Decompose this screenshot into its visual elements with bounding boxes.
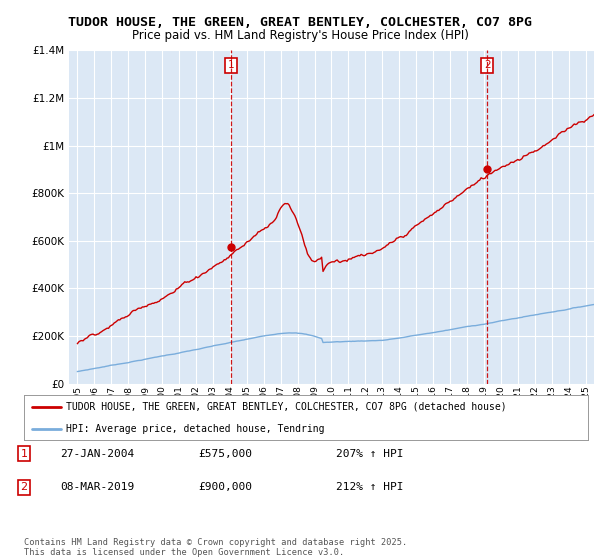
- Text: 207% ↑ HPI: 207% ↑ HPI: [336, 449, 404, 459]
- Text: 2: 2: [484, 60, 490, 71]
- Text: Contains HM Land Registry data © Crown copyright and database right 2025.
This d: Contains HM Land Registry data © Crown c…: [24, 538, 407, 557]
- Text: 1: 1: [228, 60, 235, 71]
- Text: 212% ↑ HPI: 212% ↑ HPI: [336, 482, 404, 492]
- Text: 08-MAR-2019: 08-MAR-2019: [60, 482, 134, 492]
- Text: £900,000: £900,000: [198, 482, 252, 492]
- Text: HPI: Average price, detached house, Tendring: HPI: Average price, detached house, Tend…: [66, 424, 325, 435]
- Text: TUDOR HOUSE, THE GREEN, GREAT BENTLEY, COLCHESTER, CO7 8PG (detached house): TUDOR HOUSE, THE GREEN, GREAT BENTLEY, C…: [66, 402, 507, 412]
- Text: 2: 2: [20, 482, 28, 492]
- Text: TUDOR HOUSE, THE GREEN, GREAT BENTLEY, COLCHESTER, CO7 8PG: TUDOR HOUSE, THE GREEN, GREAT BENTLEY, C…: [68, 16, 532, 29]
- Text: £575,000: £575,000: [198, 449, 252, 459]
- Text: 1: 1: [20, 449, 28, 459]
- Text: Price paid vs. HM Land Registry's House Price Index (HPI): Price paid vs. HM Land Registry's House …: [131, 29, 469, 42]
- Text: 27-JAN-2004: 27-JAN-2004: [60, 449, 134, 459]
